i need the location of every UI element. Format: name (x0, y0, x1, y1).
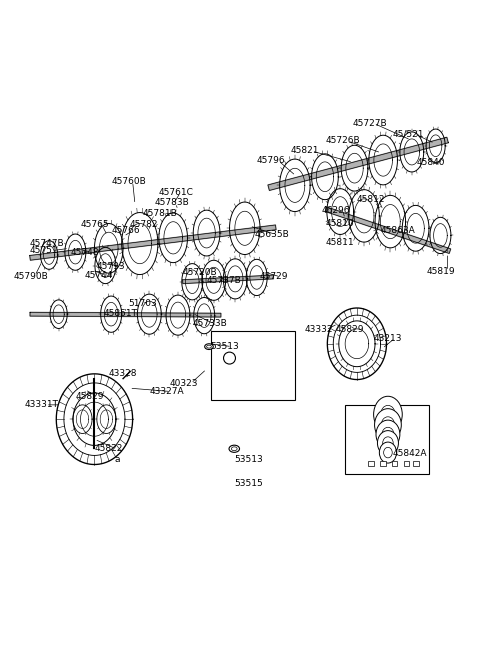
Polygon shape (30, 312, 221, 317)
Text: 45829: 45829 (336, 325, 364, 334)
Text: 45782: 45782 (129, 220, 158, 229)
Text: 45821: 45821 (290, 147, 319, 156)
Text: 53513: 53513 (210, 342, 239, 351)
Ellipse shape (379, 442, 396, 463)
Text: 45851T: 45851T (104, 309, 138, 318)
FancyBboxPatch shape (368, 461, 373, 466)
Text: 45/521: 45/521 (393, 129, 424, 138)
Ellipse shape (376, 420, 400, 449)
Text: 45765: 45765 (80, 220, 109, 229)
Text: 53515: 53515 (234, 479, 263, 488)
Text: 45635B: 45635B (254, 230, 289, 239)
Text: 45840: 45840 (417, 158, 445, 167)
Text: 51703: 51703 (128, 299, 156, 308)
Text: 43213: 43213 (373, 334, 402, 342)
Text: 53513: 53513 (234, 455, 263, 464)
Text: 45790B: 45790B (13, 271, 48, 281)
Text: 43328: 43328 (109, 369, 137, 378)
Text: 45737B: 45737B (206, 277, 241, 285)
Ellipse shape (373, 396, 402, 432)
Text: 45829: 45829 (75, 392, 104, 401)
Ellipse shape (204, 344, 213, 350)
Text: 45781B: 45781B (142, 208, 177, 217)
Text: 45819: 45819 (426, 267, 455, 276)
Ellipse shape (381, 417, 395, 433)
Polygon shape (325, 207, 451, 254)
Text: 45751: 45751 (30, 246, 59, 255)
Text: 45744: 45744 (85, 271, 113, 279)
Ellipse shape (384, 447, 392, 458)
Polygon shape (30, 225, 276, 260)
Ellipse shape (229, 445, 240, 452)
FancyBboxPatch shape (380, 461, 385, 466)
Ellipse shape (382, 427, 394, 442)
Ellipse shape (231, 447, 237, 451)
Text: a: a (115, 455, 120, 464)
FancyBboxPatch shape (211, 331, 295, 400)
Text: 45720B: 45720B (183, 267, 217, 277)
Polygon shape (182, 275, 274, 284)
FancyBboxPatch shape (345, 405, 429, 474)
Text: 45793: 45793 (97, 262, 125, 271)
FancyBboxPatch shape (404, 461, 409, 466)
FancyBboxPatch shape (413, 461, 419, 466)
Text: 45760B: 45760B (111, 177, 146, 186)
Text: 45842A: 45842A (393, 449, 427, 458)
Text: 45811: 45811 (326, 238, 355, 247)
Text: 45727B: 45727B (352, 119, 387, 128)
Ellipse shape (374, 409, 401, 441)
Text: 45766: 45766 (111, 226, 140, 235)
Text: 45812: 45812 (357, 195, 385, 204)
Text: 43327A: 43327A (149, 387, 184, 396)
Polygon shape (268, 137, 448, 191)
Text: 45729: 45729 (259, 273, 288, 281)
Text: 45726B: 45726B (326, 137, 360, 145)
Text: 46296: 46296 (321, 206, 349, 215)
Text: 45747B: 45747B (30, 239, 65, 248)
Text: 45863A: 45863A (381, 226, 416, 235)
Text: 43331T: 43331T (24, 400, 58, 409)
Ellipse shape (381, 405, 395, 424)
Text: 40323: 40323 (169, 379, 198, 388)
FancyBboxPatch shape (392, 461, 397, 466)
Text: 43332: 43332 (304, 325, 333, 334)
Text: 45783B: 45783B (154, 198, 189, 208)
Text: 45733B: 45733B (192, 319, 227, 328)
Text: 45822: 45822 (95, 444, 123, 453)
Ellipse shape (377, 430, 398, 455)
Ellipse shape (383, 437, 393, 449)
Text: 45748: 45748 (71, 248, 99, 257)
Text: 45810: 45810 (326, 219, 355, 228)
Ellipse shape (206, 345, 211, 348)
Text: 45796: 45796 (257, 156, 285, 165)
Text: 45761C: 45761C (159, 188, 194, 197)
